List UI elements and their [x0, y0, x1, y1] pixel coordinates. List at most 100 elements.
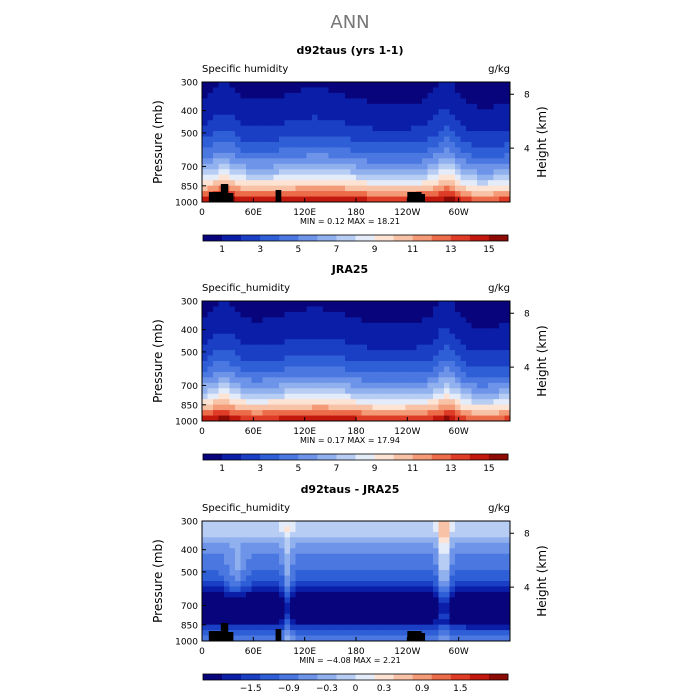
heatmap-cell — [290, 586, 296, 593]
heatmap-cell — [504, 103, 511, 110]
heatmap-cell — [218, 98, 225, 105]
heatmap-cell — [471, 635, 478, 642]
heatmap-cell — [488, 131, 494, 137]
heatmap-cell — [218, 317, 225, 324]
heatmap-cell — [345, 526, 351, 533]
heatmap-cell — [246, 553, 252, 560]
heatmap-cell — [290, 82, 296, 88]
heatmap-cell — [394, 382, 401, 389]
heatmap-cell — [389, 355, 395, 362]
terrain-block — [208, 192, 225, 202]
heatmap-cell — [306, 169, 313, 176]
heatmap-cell — [317, 597, 324, 604]
heatmap-cell — [350, 311, 357, 318]
heatmap-cell — [504, 559, 511, 566]
heatmap-cell — [372, 180, 379, 187]
heatmap-cell — [361, 131, 368, 137]
heatmap-cell — [416, 377, 423, 384]
heatmap-cell — [306, 586, 313, 593]
heatmap-cell — [471, 82, 478, 88]
colorbar-swatch — [279, 454, 299, 460]
heatmap-cell — [262, 581, 269, 587]
heatmap-cell — [350, 630, 357, 636]
heatmap-cell — [235, 109, 241, 116]
heatmap-cell — [504, 169, 511, 176]
x-tick-label: 120E — [293, 647, 316, 657]
heatmap-cell — [345, 136, 351, 143]
heatmap-cell — [499, 120, 505, 127]
heatmap-cell — [229, 98, 236, 105]
heatmap-cell — [422, 174, 428, 181]
heatmap-cell — [455, 521, 461, 527]
heatmap-cell — [356, 185, 362, 192]
heatmap-cell — [427, 404, 434, 411]
heatmap-cell — [323, 87, 329, 94]
heatmap-cell — [224, 393, 230, 400]
heatmap-cell — [229, 586, 236, 593]
heatmap-cell — [273, 366, 280, 373]
heatmap-cell — [279, 559, 285, 566]
heatmap-cell — [345, 382, 351, 389]
heatmap-cell — [356, 328, 362, 335]
heatmap-cell — [229, 399, 236, 406]
heatmap-cell — [207, 624, 214, 631]
heatmap-cell — [405, 92, 412, 99]
heatmap-cell — [394, 169, 401, 176]
heatmap-cell — [295, 575, 302, 582]
heatmap-cell — [416, 608, 423, 615]
heatmap-cell — [504, 180, 511, 187]
heatmap-cell — [246, 87, 252, 94]
heatmap-cell — [383, 82, 390, 88]
heatmap-cell — [499, 82, 505, 88]
heatmap-cell — [207, 602, 214, 609]
heatmap-cell — [312, 597, 318, 604]
heatmap-cell — [449, 87, 456, 94]
heatmap-cell — [279, 415, 285, 422]
heatmap-cell — [218, 82, 225, 88]
heatmap-cell — [251, 542, 258, 549]
heatmap-cell — [345, 371, 351, 378]
heatmap-cell — [202, 152, 208, 159]
heatmap-cell — [372, 521, 379, 527]
heatmap-cell — [246, 301, 252, 307]
heatmap-cell — [400, 317, 406, 324]
heatmap-cell — [499, 526, 505, 533]
heatmap-cell — [306, 147, 313, 154]
heatmap-cell — [317, 570, 324, 576]
heatmap-cell — [378, 174, 384, 181]
heatmap-cell — [273, 591, 280, 598]
heatmap-cell — [262, 575, 269, 582]
heatmap-cell — [493, 586, 500, 593]
heatmap-cell — [400, 196, 406, 203]
heatmap-cell — [301, 570, 307, 576]
heatmap-cell — [444, 169, 450, 176]
heatmap-cell — [405, 131, 412, 137]
heatmap-cell — [444, 328, 450, 335]
heatmap-cell — [477, 581, 483, 587]
heatmap-cell — [312, 136, 318, 143]
heatmap-cell — [477, 531, 483, 538]
heatmap-cell — [460, 619, 467, 626]
heatmap-cell — [323, 120, 329, 127]
heatmap-cell — [317, 542, 324, 549]
heatmap-cell — [427, 98, 434, 105]
heatmap-cell — [427, 613, 434, 620]
colorbar-swatch — [298, 235, 318, 241]
heatmap-cell — [301, 191, 307, 197]
colorbar-swatch — [222, 235, 242, 241]
colorbar-label: −1.5 — [240, 684, 262, 694]
heatmap-cell — [224, 82, 230, 88]
heatmap-cell — [312, 575, 318, 582]
heatmap-cell — [367, 350, 373, 356]
heatmap-cell — [482, 169, 489, 176]
heatmap-cell — [411, 131, 417, 137]
heatmap-cell — [433, 388, 439, 395]
heatmap-cell — [449, 169, 456, 176]
heatmap-cell — [207, 92, 214, 99]
heatmap-cell — [427, 564, 434, 571]
heatmap-cell — [339, 404, 346, 411]
heatmap-cell — [493, 537, 500, 544]
heatmap-cell — [257, 169, 263, 176]
heatmap-cell — [493, 350, 500, 356]
heatmap-cell — [295, 526, 302, 533]
